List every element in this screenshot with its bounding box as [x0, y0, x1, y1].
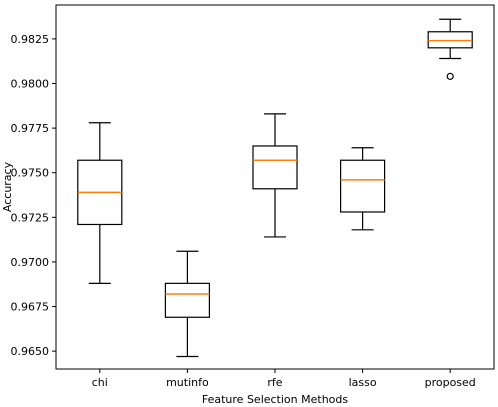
y-tick-label: 0.9675 [11, 301, 50, 314]
box-mutinfo [164, 250, 210, 358]
y-tick-label: 0.9800 [11, 78, 50, 91]
outlier-point [446, 72, 454, 80]
box-chi [77, 122, 123, 284]
y-tick-label: 0.9775 [11, 122, 50, 135]
box-rfe [252, 113, 298, 238]
y-axis-label: Accuracy [1, 161, 14, 212]
y-tick-label: 0.9650 [11, 345, 50, 358]
box-iqr [340, 159, 386, 213]
y-tick-label: 0.9825 [11, 33, 50, 46]
x-tick-label: lasso [349, 376, 377, 389]
x-axis: chi mutinfo rfe lasso proposed [92, 369, 476, 389]
x-tick-label: rfe [267, 376, 282, 389]
y-axis: 0.9650 0.9675 0.9700 0.9725 0.9750 0.9775 0.98… [11, 33, 56, 358]
y-tick-label: 0.9700 [11, 256, 50, 269]
x-axis-label: Feature Selection Methods [202, 393, 349, 406]
box-proposed [427, 18, 473, 80]
box-iqr [252, 145, 298, 190]
y-tick-label: 0.9750 [11, 167, 50, 180]
x-tick-label: proposed [425, 376, 476, 389]
x-tick-label: chi [92, 376, 108, 389]
boxes [77, 18, 473, 358]
box-iqr [427, 31, 473, 49]
y-tick-label: 0.9725 [11, 211, 50, 224]
box-iqr [164, 282, 210, 318]
box-lasso [340, 147, 386, 231]
x-tick-label: mutinfo [166, 376, 209, 389]
plot-area [55, 4, 495, 370]
